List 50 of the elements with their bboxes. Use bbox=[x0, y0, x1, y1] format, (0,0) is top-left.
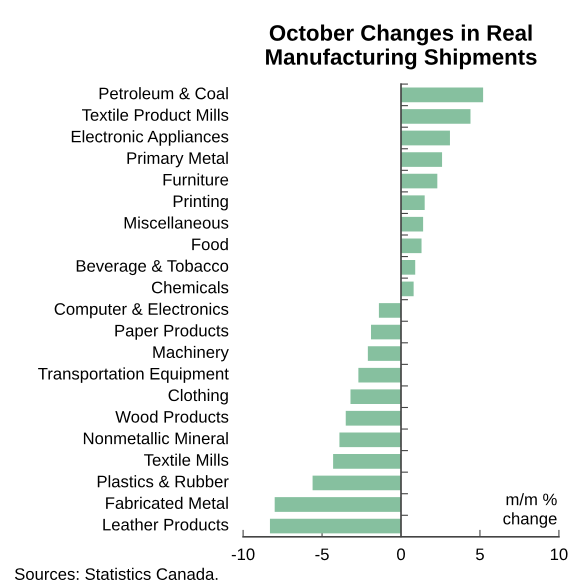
bar bbox=[312, 476, 402, 490]
y-tick-label: Textile Mills bbox=[144, 454, 228, 466]
bar bbox=[333, 454, 402, 469]
source-note: Sources: Statistics Canada. bbox=[14, 568, 218, 580]
bar bbox=[401, 88, 484, 102]
y-tick-label: Furniture bbox=[164, 173, 228, 186]
bar bbox=[368, 346, 402, 361]
bar bbox=[274, 497, 402, 512]
y-tick-label: Chemicals bbox=[152, 281, 228, 294]
bar bbox=[358, 368, 402, 382]
x-tick-label: 0 bbox=[397, 548, 405, 560]
bar bbox=[401, 238, 422, 254]
y-tick-label: Beverage & Tobacco bbox=[76, 260, 228, 276]
bar bbox=[401, 195, 425, 210]
y-tick-label: Clothing bbox=[168, 388, 228, 404]
y-tick-label: Paper Products bbox=[115, 324, 228, 340]
bar bbox=[401, 216, 424, 232]
y-tick-label: Primary Metal bbox=[127, 152, 228, 168]
x-tick-label: -5 bbox=[315, 548, 329, 560]
bar bbox=[401, 130, 450, 146]
x-axis-title: m/m % change bbox=[503, 493, 557, 528]
chart-title: October Changes in Real Manufacturing Shipments bbox=[266, 24, 537, 70]
y-tick-label: Fabricated Metal bbox=[106, 496, 228, 509]
bar bbox=[270, 518, 402, 534]
y-tick-label: Printing bbox=[174, 194, 228, 210]
y-tick-label: Textile Product Mills bbox=[82, 108, 228, 121]
bar bbox=[339, 432, 402, 448]
x-tick-label: 10 bbox=[550, 548, 568, 560]
bar bbox=[346, 410, 402, 426]
bar bbox=[378, 303, 402, 318]
y-tick-label: Transportation Equipment bbox=[38, 367, 229, 383]
bar bbox=[401, 174, 438, 188]
y-tick-label: Petroleum & Coal bbox=[100, 87, 228, 100]
bar bbox=[401, 109, 470, 124]
y-tick-label: Computer & Electronics bbox=[54, 302, 228, 318]
y-tick-label: Wood Products bbox=[115, 410, 228, 423]
y-tick-label: Electronic Appliances bbox=[72, 130, 228, 146]
y-tick-label: Nonmetallic Mineral bbox=[84, 432, 228, 444]
bar bbox=[401, 282, 414, 296]
y-tick-label: Plastics & Rubber bbox=[98, 475, 229, 488]
y-tick-label: Food bbox=[192, 238, 228, 250]
y-tick-label: Machinery bbox=[153, 346, 229, 362]
y-tick-label: Leather Products bbox=[103, 518, 228, 531]
bar bbox=[371, 324, 402, 340]
x-tick-label: 5 bbox=[476, 548, 484, 560]
y-tick-label: Miscellaneous bbox=[124, 216, 228, 229]
bar bbox=[401, 152, 442, 167]
x-tick-label: -10 bbox=[232, 548, 254, 560]
bar bbox=[401, 260, 416, 275]
bar bbox=[350, 389, 402, 404]
